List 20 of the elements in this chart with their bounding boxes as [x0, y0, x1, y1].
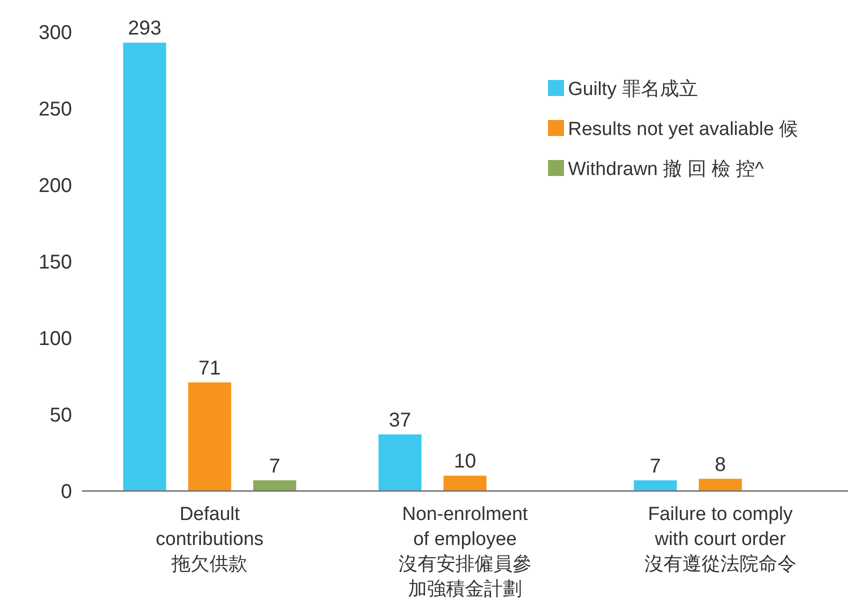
legend-label: Withdrawn 撤 回 檢 控^: [568, 159, 764, 180]
y-tick-label: 50: [50, 404, 72, 426]
data-label: 293: [128, 18, 162, 40]
data-label: 37: [388, 409, 412, 432]
legend-label: Guilty 罪名成立: [568, 78, 698, 100]
y-tick-label: 0: [60, 481, 72, 503]
data-label: 71: [198, 357, 221, 380]
y-tick-label: 150: [38, 252, 72, 274]
legend-label: Results not yet avaliable 候: [568, 119, 798, 140]
x-tick-label: Default contributions 拖欠供款: [156, 504, 264, 575]
x-tick-label: Non-enrolment of employee 沒有安排僱員參加強積金計劃: [398, 504, 532, 600]
y-tick-label: 250: [38, 98, 72, 120]
data-label: 7: [650, 455, 661, 478]
y-tick-label: 200: [38, 175, 72, 197]
x-tick-label: Failure to comply with court order 沒有遵從法院命令: [644, 504, 796, 575]
data-label: 10: [454, 450, 476, 473]
data-label: 8: [714, 454, 726, 476]
data-label: 7: [269, 455, 280, 478]
y-tick-label: 300: [38, 22, 72, 44]
y-tick-label: 100: [38, 328, 72, 350]
